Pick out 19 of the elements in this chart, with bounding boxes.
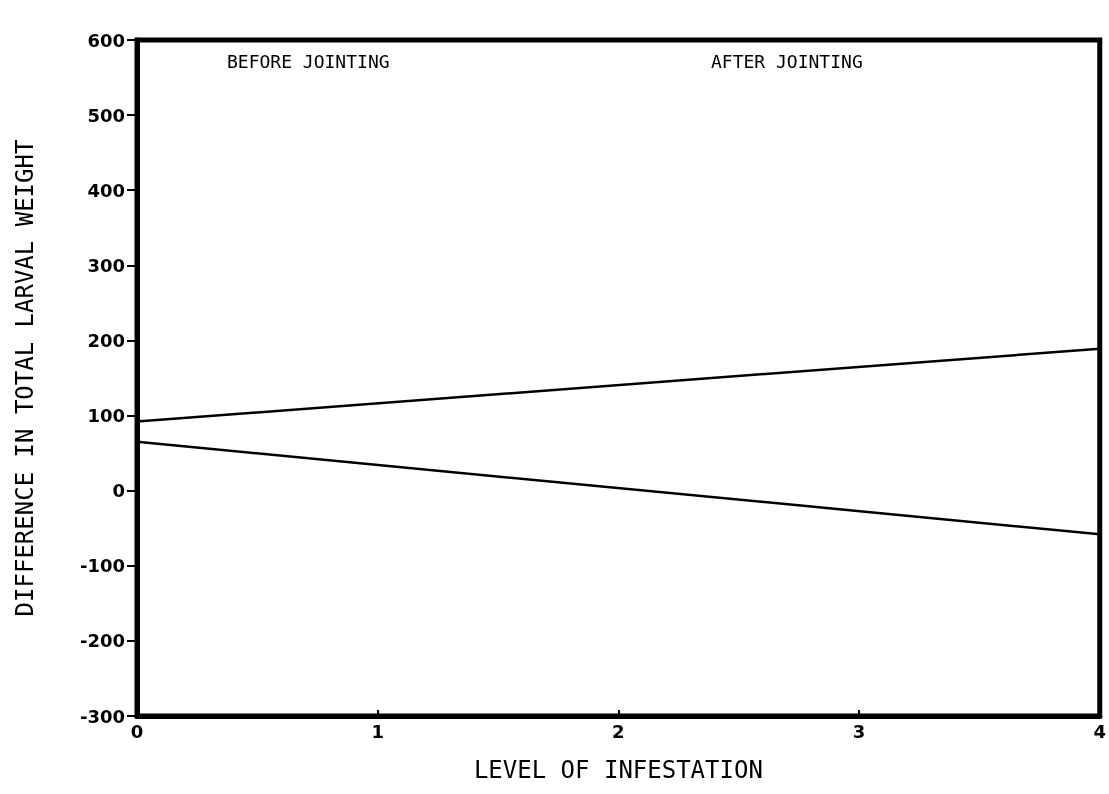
y-tick-label: 400 — [87, 179, 125, 201]
y-tick-label: 300 — [87, 254, 125, 276]
y-tick-label: 0 — [112, 480, 125, 502]
x-axis-title: LEVEL OF INFESTATION — [473, 756, 763, 784]
y-tick-label: 100 — [87, 405, 125, 427]
y-tick-label: 600 — [87, 29, 125, 51]
x-tick-label: 1 — [371, 720, 384, 742]
y-tick-label: -300 — [79, 705, 125, 727]
x-tick-label: 0 — [130, 720, 144, 742]
x-tick-label: 4 — [1093, 720, 1106, 742]
y-tick-label: 200 — [87, 329, 125, 351]
y-tick-label: -100 — [79, 555, 125, 577]
y-axis-title: DIFFERENCE IN TOTAL LARVAL WEIGHT — [11, 139, 39, 617]
x-tick-label: 3 — [852, 720, 866, 742]
annotation: AFTER JOINTING — [711, 50, 863, 72]
y-tick-label: 500 — [87, 104, 125, 126]
y-tick-label: -200 — [79, 630, 125, 652]
annotation: BEFORE JOINTING — [227, 50, 390, 72]
x-tick-label: 2 — [612, 720, 625, 742]
